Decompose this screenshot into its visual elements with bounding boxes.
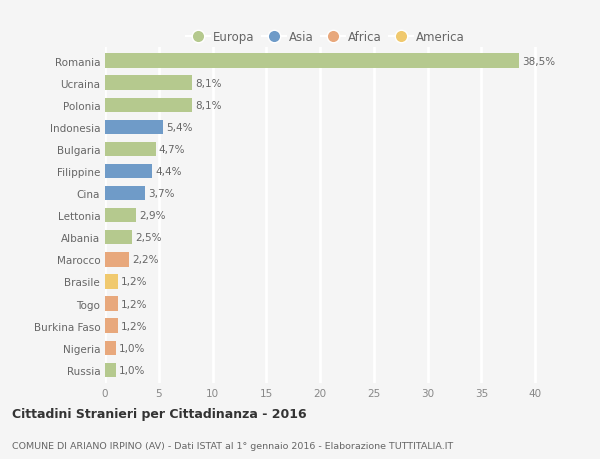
Bar (105, 120, 163, 135)
Bar (105, 164, 152, 179)
Text: 4,4%: 4,4% (155, 167, 182, 177)
Text: Cittadini Stranieri per Cittadinanza - 2016: Cittadini Stranieri per Cittadinanza - 2… (12, 407, 307, 420)
Bar (105, 230, 132, 245)
Text: 5,4%: 5,4% (166, 123, 193, 133)
Bar (105, 54, 519, 68)
Bar (105, 208, 136, 223)
Bar (105, 186, 145, 201)
Bar (105, 252, 128, 267)
Text: 38,5%: 38,5% (523, 56, 556, 67)
Bar (105, 297, 118, 311)
Text: COMUNE DI ARIANO IRPINO (AV) - Dati ISTAT al 1° gennaio 2016 - Elaborazione TUTT: COMUNE DI ARIANO IRPINO (AV) - Dati ISTA… (12, 441, 453, 450)
Text: 8,1%: 8,1% (196, 101, 222, 111)
Legend: Europa, Asia, Africa, America: Europa, Asia, Africa, America (182, 27, 469, 47)
Text: 2,9%: 2,9% (139, 211, 166, 221)
Text: 3,7%: 3,7% (148, 189, 175, 199)
Text: 8,1%: 8,1% (196, 78, 222, 89)
Text: 1,0%: 1,0% (119, 365, 145, 375)
Bar (105, 319, 118, 333)
Text: 2,5%: 2,5% (135, 233, 161, 243)
Bar (105, 341, 116, 355)
Text: 4,7%: 4,7% (159, 145, 185, 155)
Bar (105, 98, 192, 112)
Text: 1,0%: 1,0% (119, 343, 145, 353)
Text: 1,2%: 1,2% (121, 299, 148, 309)
Bar (105, 142, 155, 157)
Bar (105, 363, 116, 377)
Text: 2,2%: 2,2% (132, 255, 158, 265)
Bar (105, 76, 192, 90)
Text: 1,2%: 1,2% (121, 277, 148, 287)
Bar (105, 274, 118, 289)
Text: 1,2%: 1,2% (121, 321, 148, 331)
